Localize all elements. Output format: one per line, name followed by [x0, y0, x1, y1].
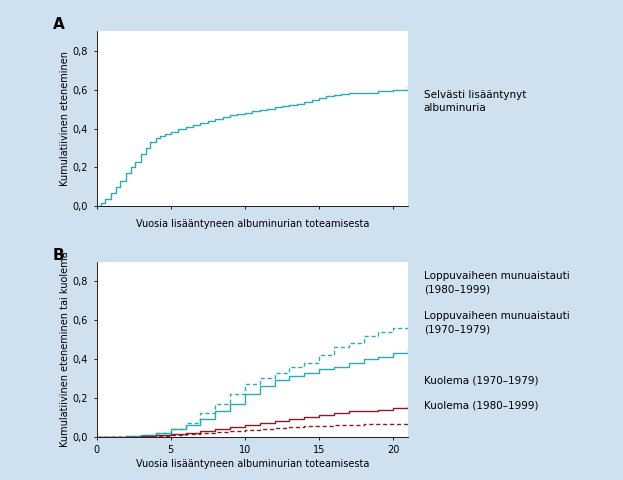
- Text: Loppuvaiheen munuaistauti
(1980–1999): Loppuvaiheen munuaistauti (1980–1999): [424, 271, 569, 294]
- Text: A: A: [53, 17, 65, 32]
- X-axis label: Vuosia lisääntyneen albuminurian toteamisesta: Vuosia lisääntyneen albuminurian toteami…: [136, 459, 369, 469]
- Y-axis label: Kumulatiivinen eteneminen: Kumulatiivinen eteneminen: [60, 51, 70, 186]
- Text: B: B: [53, 248, 65, 263]
- Text: Kuolema (1980–1999): Kuolema (1980–1999): [424, 400, 538, 410]
- X-axis label: Vuosia lisääntyneen albuminurian toteamisesta: Vuosia lisääntyneen albuminurian toteami…: [136, 219, 369, 229]
- Text: Loppuvaiheen munuaistauti
(1970–1979): Loppuvaiheen munuaistauti (1970–1979): [424, 312, 569, 335]
- Text: Kuolema (1970–1979): Kuolema (1970–1979): [424, 376, 538, 386]
- Y-axis label: Kumulatiivinen eteneminen tai kuolema: Kumulatiivinen eteneminen tai kuolema: [60, 252, 70, 447]
- Text: Selvästi lisääntynyt
albuminuria: Selvästi lisääntynyt albuminuria: [424, 90, 526, 113]
